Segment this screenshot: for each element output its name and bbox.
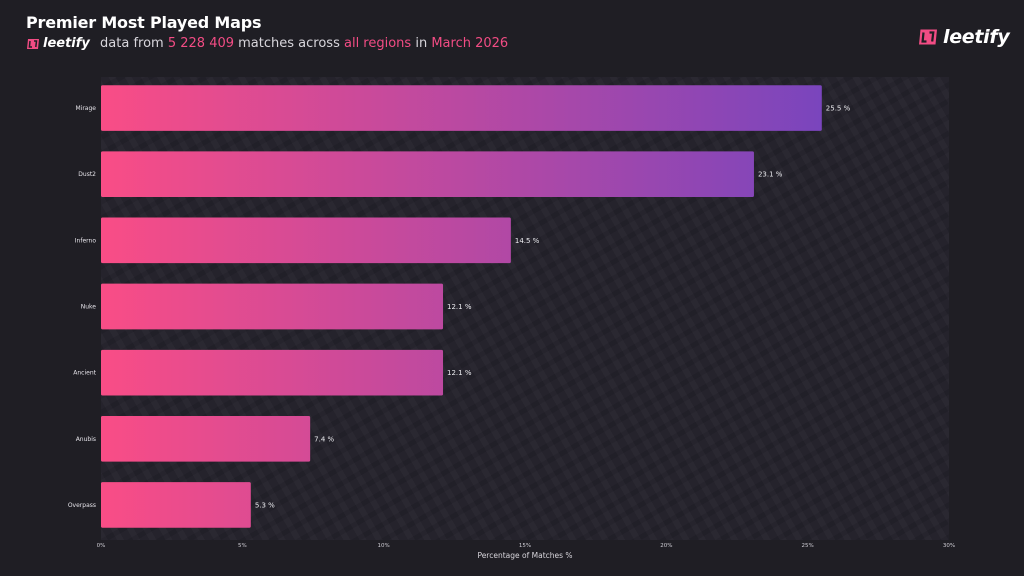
bar-anubis: [101, 415, 311, 462]
category-label: Nuke: [81, 304, 97, 311]
bar-nuke: [101, 283, 444, 330]
x-axis-label: Percentage of Matches %: [477, 551, 572, 560]
x-tick-label: 30%: [943, 543, 955, 549]
leetify-logo-large: leetify: [917, 26, 1010, 48]
leetify-logo-icon: [27, 38, 39, 49]
chart-title: Premier Most Played Maps: [26, 13, 262, 32]
brand-name-large: leetify: [943, 26, 1010, 48]
x-tick-label: 5%: [238, 543, 247, 549]
leetify-logo-small: leetify: [26, 36, 90, 51]
period: March 2026: [431, 36, 509, 51]
subtitle-in: in: [411, 36, 432, 51]
value-label: 25.5 %: [826, 105, 851, 113]
category-label: Mirage: [76, 105, 97, 112]
x-tick-label: 10%: [378, 543, 390, 549]
value-label: 5.3 %: [255, 501, 275, 509]
bar-ancient: [101, 349, 444, 396]
leetify-logo-icon: [919, 29, 937, 45]
x-tick-label: 15%: [519, 543, 531, 549]
value-label: 14.5 %: [515, 237, 540, 245]
region-filter: all regions: [343, 36, 412, 51]
category-label: Ancient: [73, 370, 96, 377]
bar-overpass: [101, 482, 251, 528]
x-tick-label: 25%: [802, 543, 814, 549]
bar-mirage: [101, 85, 822, 131]
value-label: 7.4 %: [314, 435, 334, 443]
category-label: Anubis: [76, 436, 96, 443]
value-label: 12.1 %: [447, 369, 472, 377]
value-label: 23.1 %: [758, 171, 783, 179]
bar-inferno: [101, 217, 511, 264]
category-label: Inferno: [75, 237, 97, 244]
match-count: 5 228 409: [167, 36, 235, 51]
brand-name: leetify: [43, 36, 90, 51]
subtitle-mid: matches across: [234, 36, 344, 51]
x-tick-label: 0%: [97, 543, 106, 549]
subtitle-prefix: data from: [100, 36, 168, 51]
value-label: 12.1 %: [447, 303, 472, 311]
bar-dust2: [101, 151, 754, 198]
x-tick-label: 20%: [660, 543, 672, 549]
chart-subtitle: leetify data from 5 228 409 matches acro…: [26, 36, 508, 51]
category-label: Dust2: [78, 171, 96, 178]
category-label: Overpass: [68, 502, 96, 509]
